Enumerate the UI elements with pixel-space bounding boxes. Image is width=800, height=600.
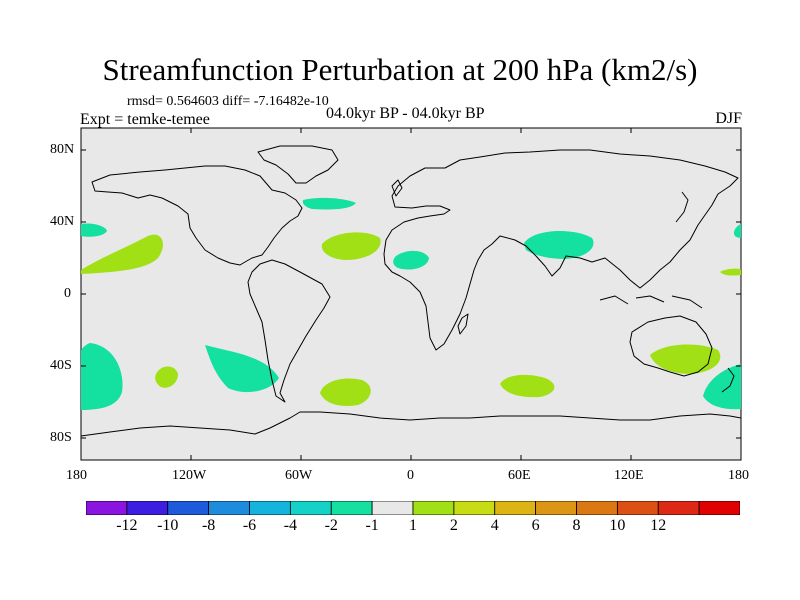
colorbar-swatch-13	[616, 501, 659, 515]
colorbar-label-5: -2	[324, 517, 338, 534]
coast-new-zealand	[721, 367, 735, 393]
pos-region-n-atlantic	[321, 232, 381, 260]
lat-label-80n: 80N	[50, 142, 75, 157]
lon-label-120e: 120E	[614, 468, 644, 483]
colorbar-swatch-6	[330, 501, 373, 515]
stats-label: rmsd= 0.564603 diff= -7.16482e-10	[127, 94, 329, 109]
coast-australia	[629, 315, 713, 377]
coast-south-america	[247, 259, 331, 403]
map-background	[80, 127, 742, 461]
neg-region-n-atlantic	[302, 197, 356, 210]
lon-label-180e: 180	[728, 468, 749, 483]
coast-madagascar	[457, 313, 469, 335]
colorbar	[86, 501, 740, 515]
neg-region-s-pacific-west	[81, 343, 123, 410]
colorbar-label-13: 12	[650, 517, 667, 534]
colorbar-swatch-2	[167, 501, 210, 515]
colorbar-label-0: -12	[116, 517, 138, 534]
season-label: DJF	[715, 110, 742, 127]
neg-region-india	[524, 231, 594, 259]
colorbar-swatch-0	[86, 501, 128, 515]
neg-region-s-pacific-east	[205, 345, 279, 393]
colorbar-swatch-3	[208, 501, 250, 515]
lon-label-120w: 120W	[172, 468, 207, 483]
colorbar-label-1: -10	[157, 517, 179, 534]
coast-eurasia-africa	[383, 149, 739, 351]
colorbar-labels: -12 -10 -8 -6 -4 -2 -1 1 2 4 6 8 10 12	[0, 517, 800, 537]
colorbar-label-9: 4	[490, 517, 499, 534]
colorbar-swatch-1	[126, 501, 169, 515]
colorbar-label-10: 6	[531, 517, 540, 534]
colorbar-label-7: 1	[409, 517, 417, 534]
colorbar-swatch-14	[657, 501, 700, 515]
pos-region-indian-ocean	[500, 374, 555, 398]
coast-north-america	[91, 165, 303, 266]
axis-ticks	[81, 128, 741, 460]
experiment-label: Expt = temke-temee	[80, 111, 210, 128]
coast-indonesia	[599, 295, 703, 309]
period-label: 04.0kyr BP - 04.0kyr BP	[326, 105, 485, 122]
colorbar-label-3: -6	[242, 517, 257, 534]
pos-region-n-pacific	[81, 234, 163, 274]
pos-region-australia	[650, 344, 721, 374]
colorbar-label-2: -8	[201, 517, 216, 534]
lon-label-60w: 60W	[285, 468, 313, 483]
colorbar-swatch-11	[535, 501, 577, 515]
lat-label-40s: 40S	[50, 358, 72, 373]
lon-label-180w: 180	[66, 468, 87, 483]
coast-japan	[675, 191, 689, 223]
colorbar-label-12: 10	[609, 517, 626, 534]
neg-region-sahara	[393, 250, 429, 270]
neg-region-n-pacific-west	[81, 223, 107, 237]
colorbar-label-4: -4	[283, 517, 298, 534]
colorbar-swatch-7	[371, 501, 414, 515]
neg-region-tasman-east	[733, 224, 741, 238]
colorbar-label-6: -1	[365, 517, 379, 534]
colorbar-swatch-15	[698, 501, 740, 515]
colorbar-swatch-9	[453, 501, 496, 515]
colorbar-label-8: 2	[449, 517, 458, 534]
lon-label-0: 0	[407, 468, 414, 483]
colorbar-swatch-8	[412, 501, 455, 515]
plot-title: Streamfunction Perturbation at 200 hPa (…	[102, 52, 698, 87]
coast-greenland	[257, 145, 339, 184]
lat-label-0: 0	[64, 286, 71, 301]
negative-anomaly-regions	[81, 197, 741, 410]
lat-label-80s: 80S	[50, 430, 72, 445]
positive-anomaly-regions	[81, 232, 741, 406]
colorbar-swatch-4	[249, 501, 291, 515]
pos-region-s-atlantic	[320, 378, 371, 406]
neg-region-australia-east	[703, 364, 741, 410]
pos-region-s-pacific-small	[155, 366, 178, 388]
coastlines	[80, 145, 742, 437]
lon-label-60e: 60E	[508, 468, 531, 483]
colorbar-swatch-12	[576, 501, 618, 515]
colorbar-label-11: 8	[572, 517, 581, 534]
coast-antarctica	[80, 411, 742, 437]
colorbar-swatch-5	[289, 501, 332, 515]
lat-label-40n: 40N	[50, 214, 75, 229]
coast-uk	[391, 179, 403, 197]
colorbar-swatch-10	[494, 501, 537, 515]
pos-region-n-pacific-east	[720, 268, 741, 276]
